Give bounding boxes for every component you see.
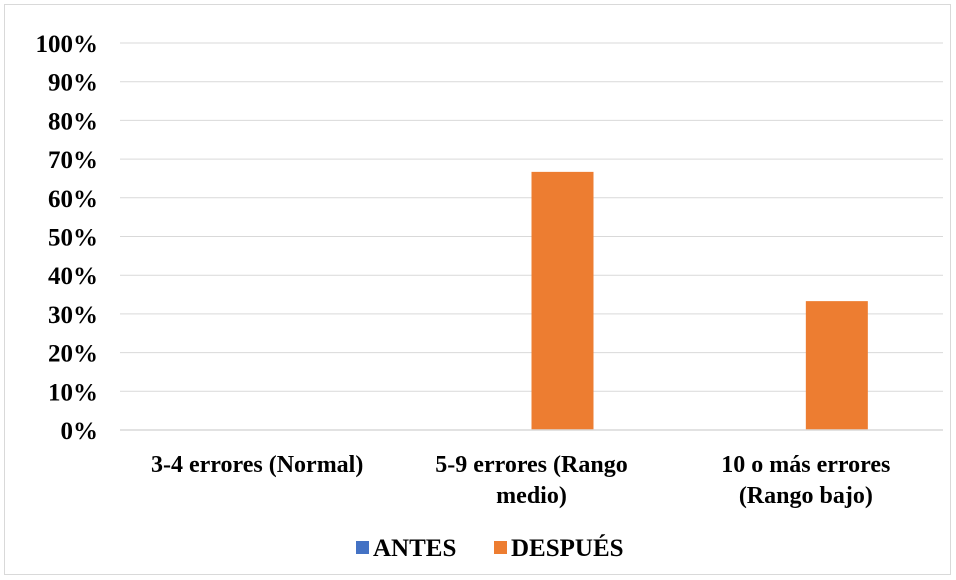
chart-frame bbox=[4, 4, 951, 575]
y-tick-label: 50% bbox=[48, 225, 98, 252]
legend-label-antes: ANTES bbox=[373, 535, 456, 562]
bar-después bbox=[805, 301, 868, 430]
y-tick-label: 90% bbox=[48, 70, 98, 97]
y-tick-label: 30% bbox=[48, 302, 98, 329]
y-tick-label: 60% bbox=[48, 186, 98, 213]
y-tick-label: 40% bbox=[48, 263, 98, 290]
bar-después bbox=[531, 171, 594, 430]
x-category-label: 5-9 errores (Rango medio) bbox=[435, 452, 627, 509]
y-tick-label: 10% bbox=[48, 379, 98, 406]
legend-swatch-después bbox=[494, 541, 507, 554]
y-tick-label: 0% bbox=[61, 418, 99, 445]
y-tick-label: 20% bbox=[48, 341, 98, 368]
bars bbox=[531, 171, 868, 430]
x-category-label: 10 o más errores (Rango bajo) bbox=[721, 452, 890, 509]
y-tick-label: 100% bbox=[36, 31, 99, 58]
x-axis-category-labels: 3-4 errores (Normal) 5-9 errores (Rango me… bbox=[151, 452, 890, 509]
x-category-label: 3-4 errores (Normal) bbox=[151, 452, 363, 478]
y-tick-label: 70% bbox=[48, 147, 98, 174]
legend-swatch-antes bbox=[356, 541, 369, 554]
y-axis-tick-labels: 0% 10% 20% 30% 40% 50% 60% 70% 80% 90% 100% bbox=[36, 31, 99, 445]
legend-label-después: DESPUÉS bbox=[511, 534, 624, 562]
y-tick-label: 80% bbox=[48, 108, 98, 135]
legend: ANTES DESPUÉS bbox=[356, 534, 624, 562]
